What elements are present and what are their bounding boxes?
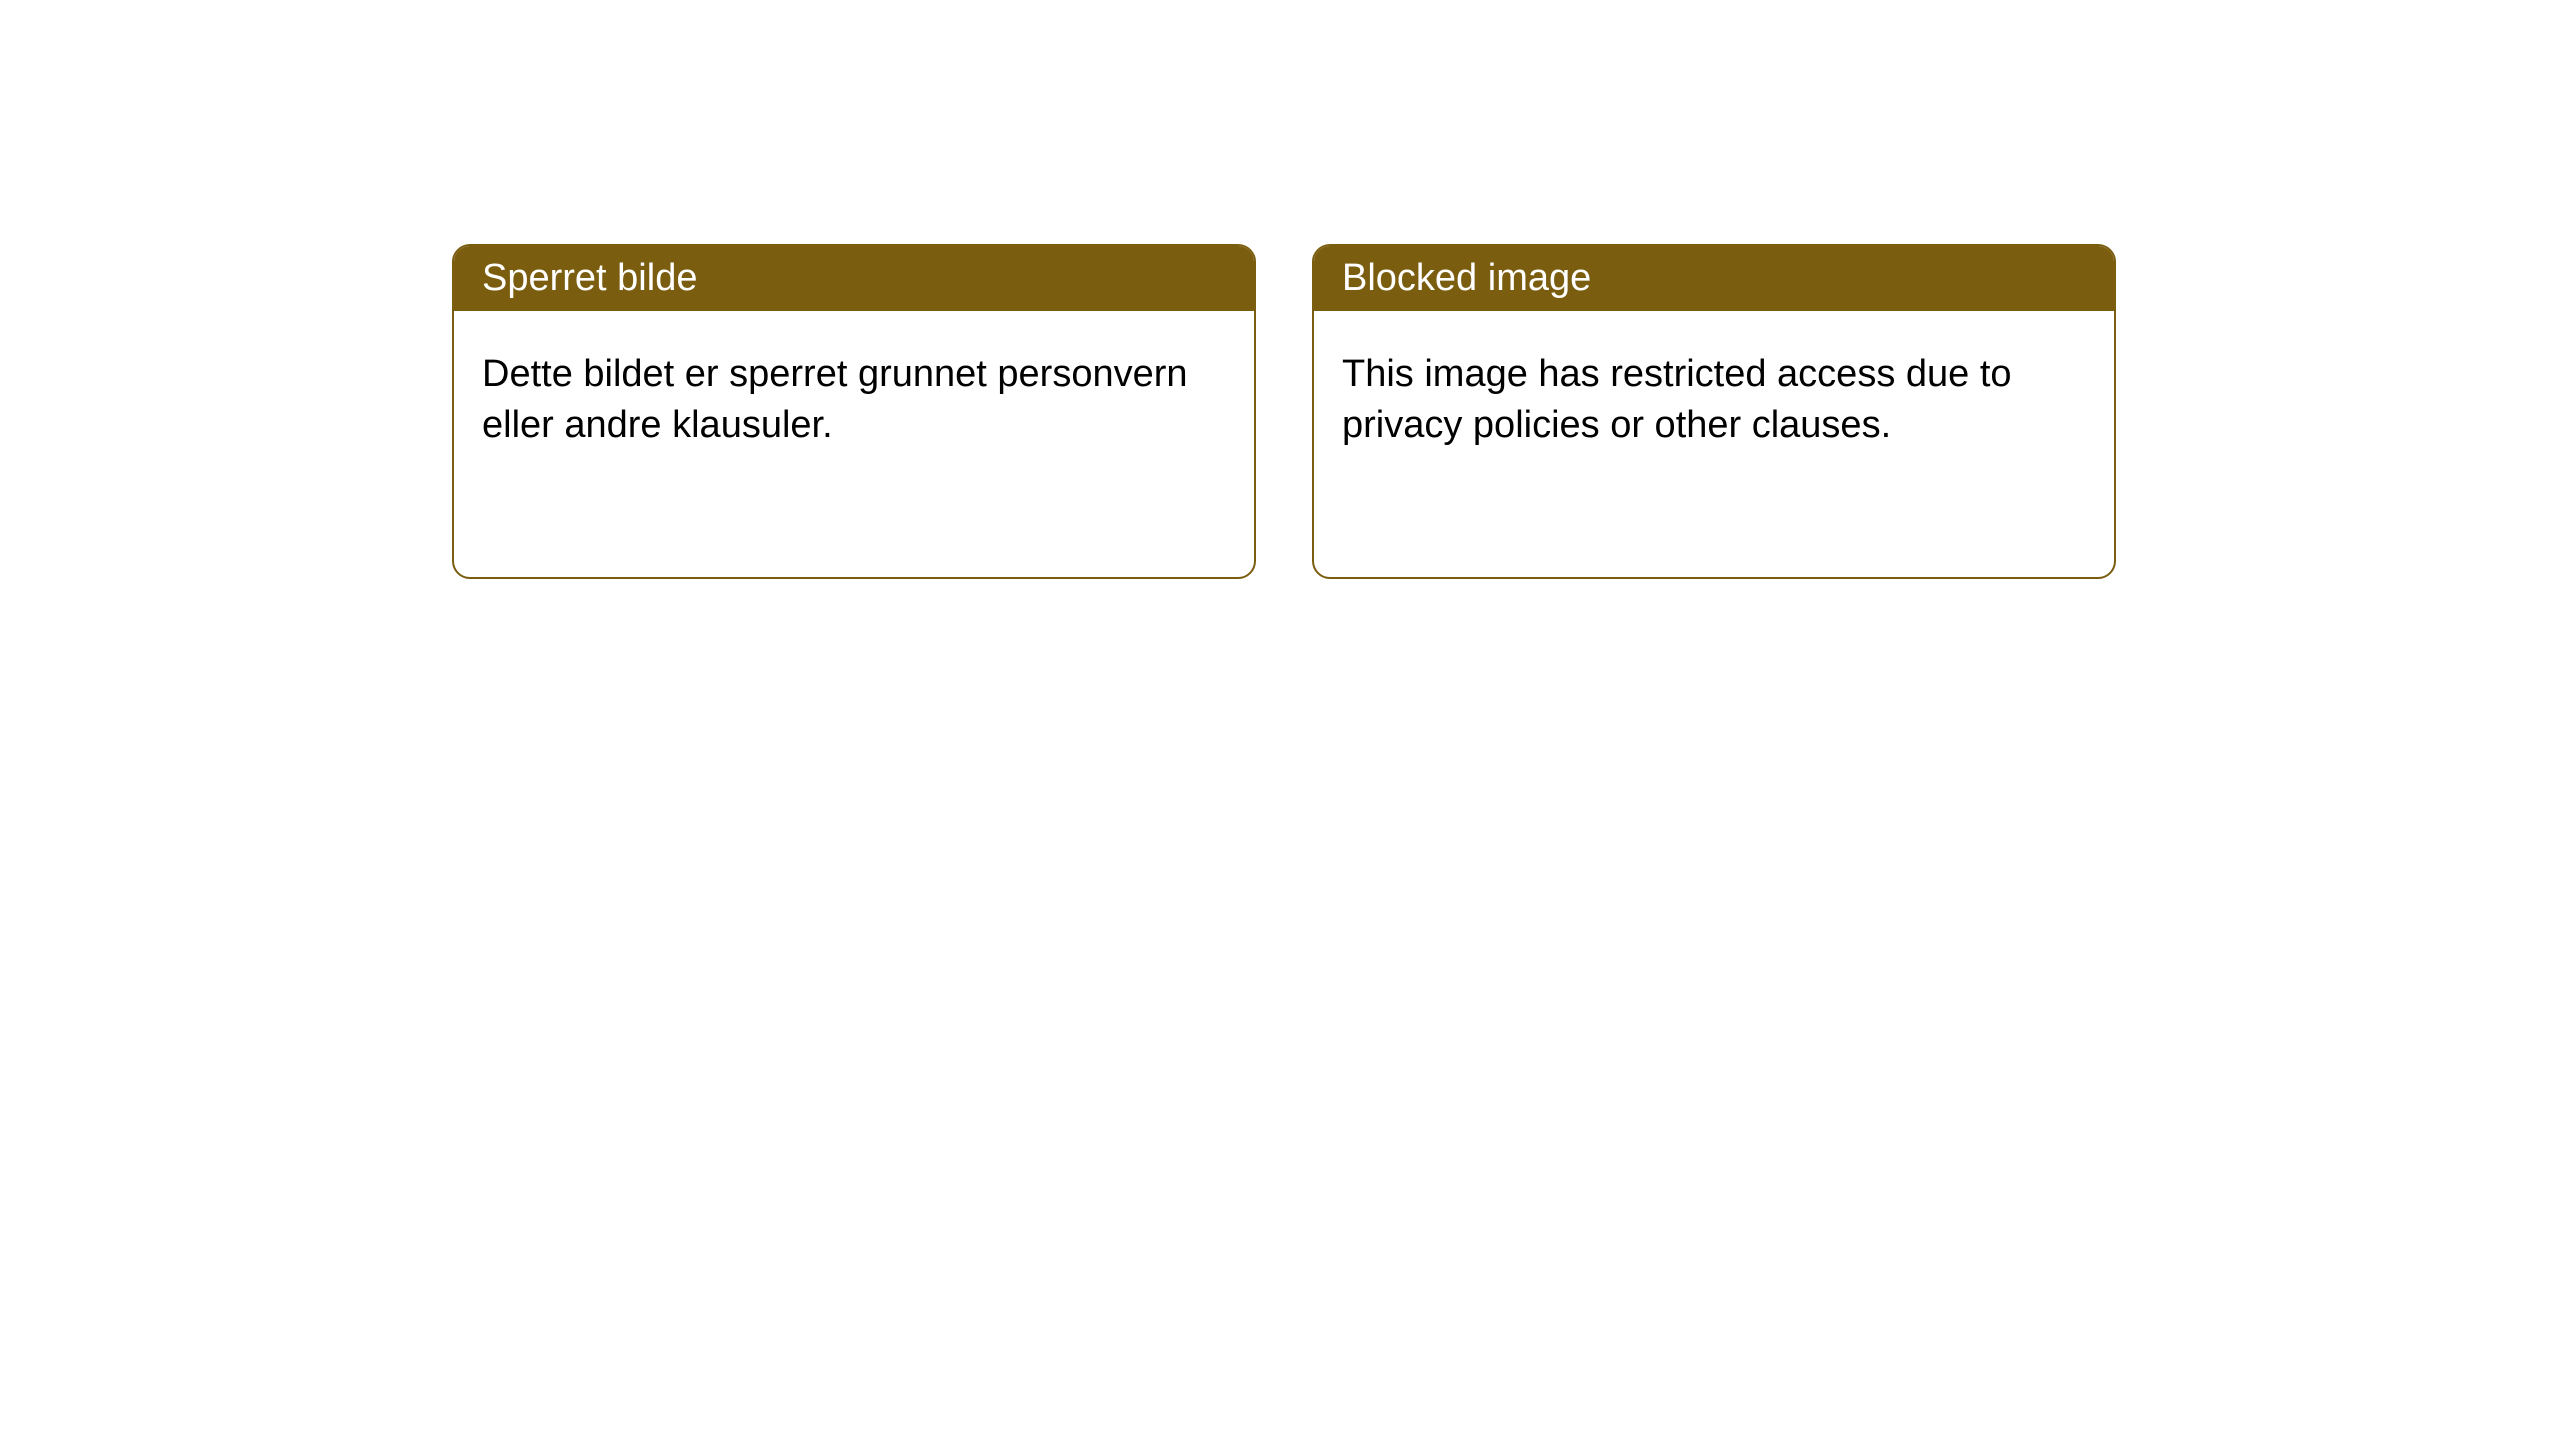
card-body-en: This image has restricted access due to … — [1314, 311, 2114, 490]
card-message-en: This image has restricted access due to … — [1342, 353, 2012, 446]
card-message-no: Dette bildet er sperret grunnet personve… — [482, 353, 1188, 446]
card-title-en: Blocked image — [1342, 257, 1591, 299]
card-header-no: Sperret bilde — [454, 246, 1254, 311]
notice-container: Sperret bilde Dette bildet er sperret gr… — [0, 0, 2560, 579]
card-title-no: Sperret bilde — [482, 257, 697, 299]
blocked-image-card-en: Blocked image This image has restricted … — [1312, 244, 2116, 579]
card-header-en: Blocked image — [1314, 246, 2114, 311]
card-body-no: Dette bildet er sperret grunnet personve… — [454, 311, 1254, 490]
blocked-image-card-no: Sperret bilde Dette bildet er sperret gr… — [452, 244, 1256, 579]
